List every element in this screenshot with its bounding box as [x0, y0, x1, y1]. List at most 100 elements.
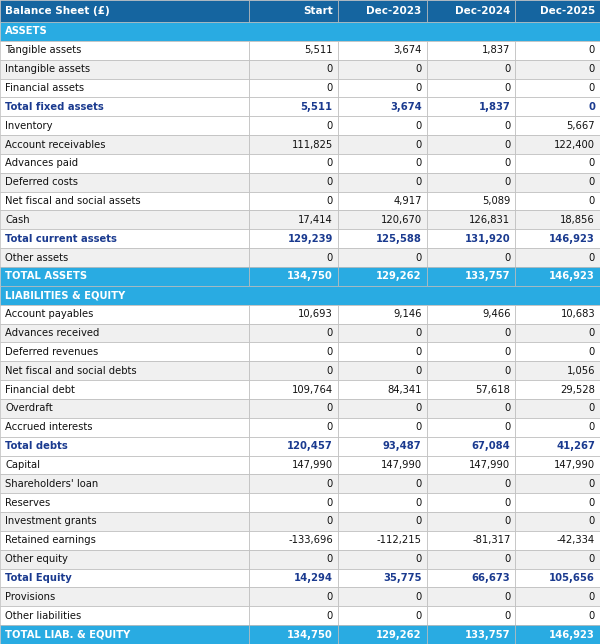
Bar	[427, 437, 515, 455]
Bar	[249, 323, 338, 343]
Bar	[338, 211, 427, 229]
Bar	[515, 380, 600, 399]
Text: 126,831: 126,831	[469, 215, 511, 225]
Text: 10,683: 10,683	[560, 309, 595, 319]
Bar	[249, 531, 338, 550]
Text: 0: 0	[326, 120, 333, 131]
Bar	[427, 192, 515, 211]
Bar	[249, 60, 338, 79]
Text: 147,990: 147,990	[292, 460, 333, 470]
Bar	[515, 418, 600, 437]
Bar	[427, 587, 515, 606]
Bar	[249, 437, 338, 455]
Bar	[515, 550, 600, 569]
Text: 0: 0	[504, 592, 511, 602]
Text: 0: 0	[326, 498, 333, 507]
Text: 0: 0	[415, 140, 422, 149]
Bar	[0, 154, 249, 173]
Bar	[249, 154, 338, 173]
Text: Other assets: Other assets	[5, 252, 68, 263]
Bar	[338, 455, 427, 475]
Bar	[249, 135, 338, 154]
Text: Total current assets: Total current assets	[5, 234, 117, 244]
Bar	[338, 267, 427, 286]
Bar	[249, 41, 338, 60]
Text: 0: 0	[415, 366, 422, 375]
Bar	[249, 587, 338, 606]
Bar	[338, 41, 427, 60]
Text: 14,294: 14,294	[294, 573, 333, 583]
Text: 0: 0	[326, 252, 333, 263]
Text: Provisions: Provisions	[5, 592, 55, 602]
Bar	[249, 512, 338, 531]
Bar	[249, 361, 338, 380]
Bar	[0, 361, 249, 380]
Text: 66,673: 66,673	[472, 573, 511, 583]
Bar	[249, 79, 338, 97]
Bar	[427, 418, 515, 437]
Text: 0: 0	[326, 592, 333, 602]
Text: 0: 0	[415, 64, 422, 74]
Bar	[515, 455, 600, 475]
Bar	[0, 418, 249, 437]
Bar	[338, 380, 427, 399]
Bar	[0, 512, 249, 531]
Text: 129,262: 129,262	[376, 272, 422, 281]
Bar	[0, 587, 249, 606]
Text: 0: 0	[326, 516, 333, 527]
Text: 0: 0	[326, 347, 333, 357]
Text: 120,457: 120,457	[287, 441, 333, 451]
Text: 147,990: 147,990	[469, 460, 511, 470]
Text: Advances paid: Advances paid	[5, 158, 78, 168]
Text: Dec-2025: Dec-2025	[540, 6, 595, 16]
Text: 0: 0	[326, 478, 333, 489]
Bar	[515, 0, 600, 22]
Bar	[515, 569, 600, 587]
Bar	[427, 531, 515, 550]
Bar	[0, 97, 249, 117]
Text: 5,667: 5,667	[566, 120, 595, 131]
Bar	[338, 606, 427, 625]
Text: Tangible assets: Tangible assets	[5, 45, 82, 55]
Bar	[0, 286, 600, 305]
Bar	[338, 475, 427, 493]
Text: 18,856: 18,856	[560, 215, 595, 225]
Bar	[338, 569, 427, 587]
Text: 0: 0	[326, 611, 333, 621]
Bar	[0, 380, 249, 399]
Text: 0: 0	[326, 403, 333, 413]
Bar	[427, 399, 515, 418]
Text: 0: 0	[589, 611, 595, 621]
Bar	[427, 323, 515, 343]
Text: 0: 0	[589, 516, 595, 527]
Text: -133,696: -133,696	[288, 535, 333, 545]
Bar	[427, 267, 515, 286]
Bar	[0, 455, 249, 475]
Bar	[515, 437, 600, 455]
Bar	[427, 229, 515, 248]
Bar	[427, 475, 515, 493]
Text: Shareholders' loan: Shareholders' loan	[5, 478, 98, 489]
Bar	[515, 229, 600, 248]
Bar	[427, 361, 515, 380]
Text: 129,262: 129,262	[376, 630, 422, 639]
Text: 0: 0	[504, 328, 511, 338]
Text: 0: 0	[326, 196, 333, 206]
Bar	[427, 305, 515, 323]
Bar	[515, 512, 600, 531]
Text: 93,487: 93,487	[383, 441, 422, 451]
Text: 0: 0	[504, 403, 511, 413]
Bar	[0, 267, 249, 286]
Text: 57,618: 57,618	[476, 384, 511, 395]
Bar	[338, 192, 427, 211]
Text: 5,089: 5,089	[482, 196, 511, 206]
Bar	[515, 399, 600, 418]
Text: 0: 0	[504, 516, 511, 527]
Text: 0: 0	[589, 347, 595, 357]
Text: TOTAL ASSETS: TOTAL ASSETS	[5, 272, 87, 281]
Bar	[0, 41, 249, 60]
Bar	[427, 0, 515, 22]
Bar	[249, 569, 338, 587]
Text: 0: 0	[504, 140, 511, 149]
Bar	[427, 625, 515, 644]
